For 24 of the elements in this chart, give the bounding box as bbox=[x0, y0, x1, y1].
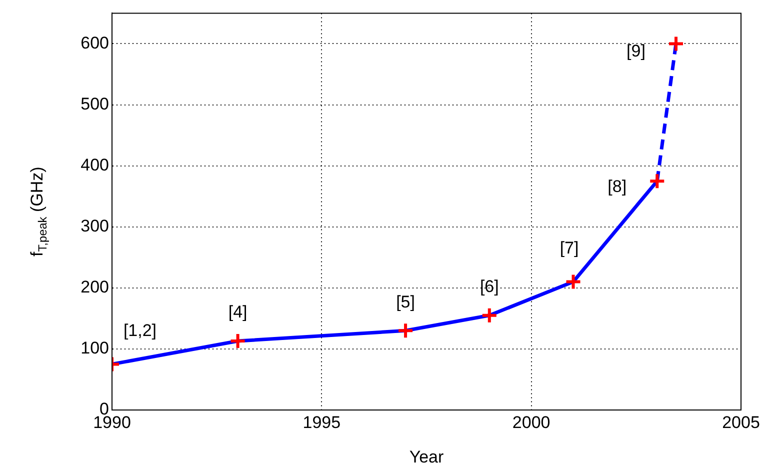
point bbox=[397, 322, 414, 340]
y-tick-label: 200 bbox=[80, 278, 109, 297]
point bbox=[668, 35, 685, 52]
point bbox=[480, 306, 498, 324]
y-tick-label: 300 bbox=[80, 216, 109, 236]
y-tick-label: 400 bbox=[80, 156, 109, 175]
y-axis-title: fT,peak (GHz) bbox=[28, 166, 50, 256]
y-tick-label: 600 bbox=[80, 33, 109, 52]
point bbox=[648, 172, 666, 190]
annotation: [6] bbox=[480, 277, 499, 296]
y-tick-label: 500 bbox=[80, 94, 109, 114]
x-tick-label: 2000 bbox=[512, 412, 550, 432]
annotation: [8] bbox=[608, 176, 627, 196]
annotation: [1,2] bbox=[123, 320, 157, 340]
annotation: [4] bbox=[228, 302, 248, 322]
x-tick-label: 2005 bbox=[722, 412, 760, 432]
x-axis-title: Year bbox=[409, 447, 444, 466]
y-tick-label: 100 bbox=[80, 338, 109, 358]
annotation: [7] bbox=[560, 238, 579, 258]
x-tick-label: 1995 bbox=[302, 412, 341, 432]
annotation: [9] bbox=[626, 41, 646, 60]
point bbox=[564, 273, 582, 290]
point bbox=[229, 332, 246, 350]
annotation: [5] bbox=[396, 292, 415, 312]
